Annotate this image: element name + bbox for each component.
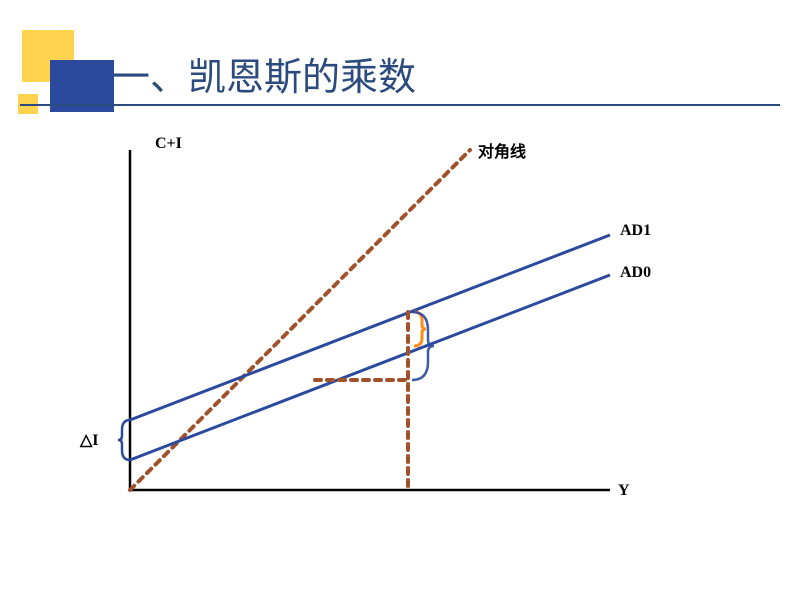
ad0-line (130, 275, 610, 460)
keynes-multiplier-chart (110, 140, 670, 510)
delta-i-bracket (118, 420, 130, 460)
label-ad0: AD0 (620, 264, 651, 282)
page-title: 一、凯恩斯的乘数 (112, 46, 416, 101)
ad1-line (130, 235, 610, 420)
title-underline (20, 104, 780, 106)
slide: 一、凯恩斯的乘数 C+I Y 对角线 AD1 AD0 △I (0, 0, 800, 600)
label-y-axis: C+I (155, 135, 182, 153)
label-diagonal: 对角线 (478, 138, 526, 162)
label-ad1: AD1 (620, 222, 651, 240)
label-delta-i: △I (80, 430, 99, 450)
label-x-axis: Y (618, 482, 630, 500)
